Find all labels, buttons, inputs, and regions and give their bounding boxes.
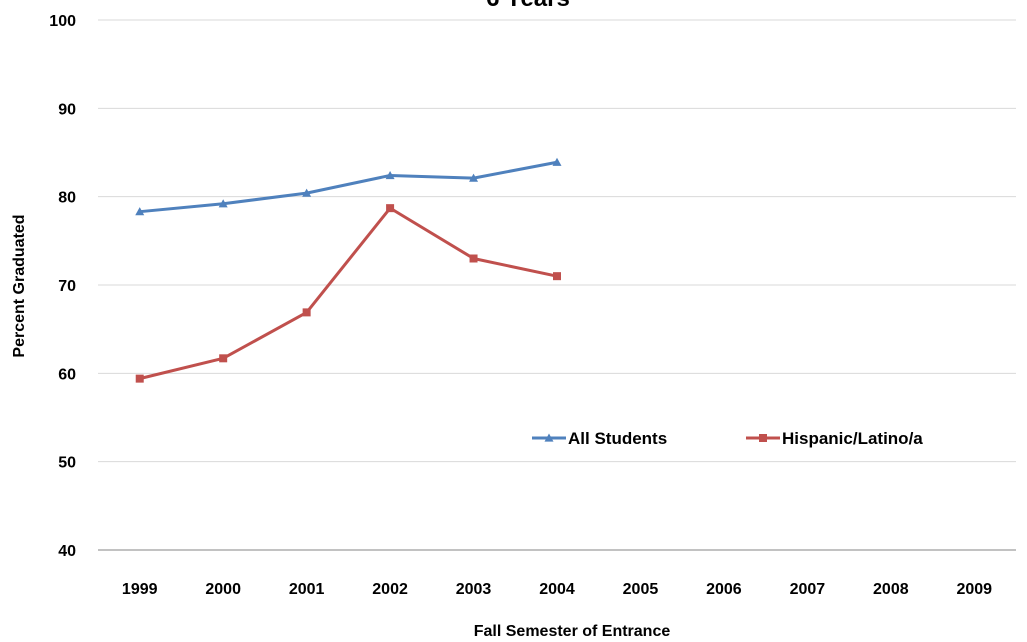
y-axis-title: Percent Graduated bbox=[11, 214, 28, 357]
data-point bbox=[302, 188, 312, 197]
x-axis-ticks: 1999 2000 2001 2002 2003 2004 2005 2006 2007 2008… bbox=[122, 581, 992, 598]
legend-item: Hispanic/Latino/a bbox=[746, 429, 923, 448]
data-point bbox=[385, 170, 395, 180]
series-line bbox=[139, 160, 558, 214]
chart-title: 6 Years bbox=[486, 0, 570, 12]
data-point bbox=[469, 173, 479, 182]
y-tick-label: 40 bbox=[58, 543, 76, 560]
y-tick-label: 90 bbox=[58, 101, 76, 118]
x-tick-label: 2001 bbox=[289, 581, 325, 598]
x-tick-label: 2008 bbox=[873, 581, 909, 598]
x-tick-label: 1999 bbox=[122, 581, 158, 598]
x-tick-label: 2000 bbox=[205, 581, 241, 598]
data-point bbox=[219, 354, 228, 363]
data-point bbox=[135, 374, 144, 383]
data-point bbox=[135, 207, 145, 216]
legend: All Students Hispanic/Latino/a bbox=[532, 429, 923, 448]
data-point bbox=[552, 157, 562, 166]
x-tick-label: 2002 bbox=[372, 581, 408, 598]
legend-marker bbox=[759, 434, 767, 442]
y-tick-label: 100 bbox=[49, 13, 76, 30]
legend-label: All Students bbox=[568, 429, 667, 448]
data-point bbox=[302, 308, 311, 317]
y-tick-label: 80 bbox=[58, 190, 76, 207]
legend-label: Hispanic/Latino/a bbox=[782, 429, 923, 448]
y-tick-label: 50 bbox=[58, 455, 76, 472]
x-axis-title: Fall Semester of Entrance bbox=[474, 623, 671, 640]
series-1 bbox=[135, 157, 562, 216]
data-point bbox=[553, 272, 561, 281]
x-tick-label: 2005 bbox=[623, 581, 659, 598]
y-axis-ticks: 40 50 60 70 80 90 100 bbox=[49, 13, 76, 560]
data-point bbox=[386, 204, 395, 213]
y-tick-label: 70 bbox=[58, 278, 76, 295]
x-tick-label: 2007 bbox=[790, 581, 826, 598]
x-tick-label: 2003 bbox=[456, 581, 492, 598]
series-layer bbox=[135, 157, 562, 383]
y-tick-label: 60 bbox=[58, 366, 76, 383]
x-tick-label: 2009 bbox=[956, 581, 992, 598]
series-line bbox=[139, 206, 558, 381]
legend-item: All Students bbox=[532, 429, 667, 448]
gridlines bbox=[98, 19, 1016, 463]
series-2 bbox=[135, 204, 561, 383]
x-tick-label: 2006 bbox=[706, 581, 742, 598]
x-tick-label: 2004 bbox=[539, 581, 575, 598]
data-point bbox=[218, 199, 228, 208]
data-point bbox=[469, 254, 478, 263]
legend-marker bbox=[544, 433, 554, 442]
